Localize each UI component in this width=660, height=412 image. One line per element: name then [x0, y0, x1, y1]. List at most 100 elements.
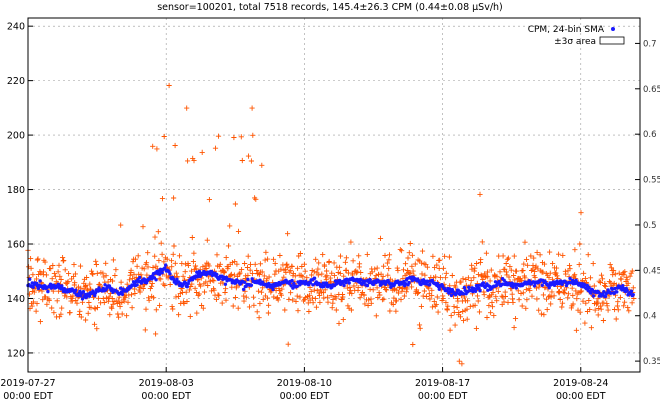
- raw-reading-point: [46, 298, 52, 304]
- raw-reading-point: [403, 289, 409, 295]
- raw-reading-point: [185, 262, 191, 268]
- raw-reading-point: [394, 287, 400, 293]
- raw-reading-point: [494, 273, 500, 279]
- raw-reading-point: [380, 273, 386, 279]
- raw-reading-point: [189, 234, 195, 241]
- raw-reading-point: [162, 282, 168, 289]
- raw-reading-point: [548, 294, 554, 300]
- sma-point: [186, 282, 190, 286]
- sma-point: [424, 282, 428, 286]
- sma-point: [185, 285, 189, 289]
- raw-reading-point: [311, 287, 317, 293]
- sma-point: [135, 283, 139, 287]
- raw-reading-point: [465, 298, 471, 304]
- raw-reading-point: [241, 298, 247, 304]
- raw-reading-point: [414, 290, 421, 296]
- sma-point: [403, 282, 408, 286]
- raw-reading-point: [122, 295, 128, 301]
- y-tick-label: 180: [7, 185, 25, 196]
- raw-reading-point: [384, 260, 390, 266]
- raw-reading-point: [556, 251, 562, 257]
- raw-reading-point: [152, 253, 158, 259]
- raw-reading-point: [306, 292, 312, 298]
- raw-reading-point: [491, 313, 497, 319]
- raw-reading-point: [327, 275, 333, 281]
- raw-reading-point: [225, 243, 232, 249]
- raw-reading-point: [128, 267, 134, 273]
- raw-reading-point: [153, 307, 159, 313]
- raw-reading-point: [523, 286, 529, 292]
- raw-reading-point: [476, 309, 483, 315]
- raw-reading-point: [440, 293, 446, 299]
- raw-reading-point: [192, 285, 198, 291]
- raw-reading-point: [548, 301, 554, 307]
- raw-reading-point: [124, 313, 130, 319]
- raw-reading-point: [94, 305, 101, 311]
- raw-reading-point: [572, 247, 578, 253]
- raw-reading-point: [519, 303, 525, 309]
- raw-reading-point: [407, 271, 413, 277]
- sma-point: [62, 287, 67, 291]
- raw-reading-point: [245, 153, 252, 159]
- raw-reading-point: [245, 272, 251, 278]
- raw-reading-point: [572, 272, 578, 278]
- raw-reading-point: [72, 271, 78, 277]
- raw-reading-point: [49, 305, 55, 311]
- raw-reading-point: [519, 278, 525, 284]
- raw-reading-point: [622, 269, 628, 275]
- y2-tick-label: 0.4: [643, 312, 657, 322]
- x-tick-time-label: 00:00 EDT: [141, 391, 191, 402]
- sma-point: [476, 283, 480, 288]
- raw-reading-point: [71, 262, 77, 268]
- raw-reading-point: [87, 281, 93, 287]
- raw-reading-point: [94, 270, 100, 276]
- raw-reading-point: [540, 292, 546, 298]
- raw-reading-point: [250, 294, 257, 300]
- raw-reading-point: [129, 305, 135, 311]
- raw-reading-point: [401, 293, 407, 299]
- raw-reading-point: [121, 298, 127, 304]
- raw-reading-point: [132, 256, 139, 262]
- raw-reading-point: [301, 261, 307, 267]
- raw-reading-point: [257, 301, 263, 307]
- sma-point: [246, 277, 250, 282]
- raw-reading-point: [382, 252, 388, 259]
- raw-reading-point: [60, 258, 66, 264]
- raw-reading-point: [339, 296, 345, 303]
- raw-reading-point: [625, 305, 631, 311]
- raw-reading-point: [501, 299, 507, 305]
- raw-reading-point: [175, 293, 181, 300]
- raw-reading-point: [356, 253, 362, 259]
- raw-reading-point: [444, 307, 450, 313]
- raw-reading-point: [91, 321, 98, 327]
- raw-reading-point: [445, 303, 451, 309]
- raw-reading-point: [511, 325, 517, 331]
- raw-reading-point: [309, 295, 316, 301]
- raw-reading-point: [437, 275, 443, 281]
- raw-reading-point: [200, 305, 206, 311]
- raw-reading-point: [75, 284, 81, 290]
- raw-reading-point: [530, 262, 536, 268]
- raw-reading-point: [284, 261, 290, 267]
- raw-reading-point: [567, 266, 573, 272]
- raw-reading-point: [410, 268, 416, 274]
- raw-reading-point: [393, 298, 400, 304]
- raw-reading-point: [311, 269, 317, 275]
- raw-reading-point: [135, 253, 141, 259]
- sma-point: [613, 286, 617, 291]
- raw-reading-point: [456, 358, 462, 364]
- raw-reading-point: [535, 266, 541, 272]
- raw-reading-point: [475, 272, 481, 278]
- raw-reading-point: [333, 307, 339, 313]
- raw-reading-point: [307, 284, 313, 290]
- sma-point: [481, 281, 486, 285]
- raw-reading-point: [295, 265, 301, 271]
- raw-reading-point: [232, 259, 238, 265]
- raw-reading-point: [427, 296, 433, 302]
- sma-point: [250, 277, 254, 281]
- raw-reading-point: [200, 264, 206, 270]
- raw-reading-point: [629, 268, 635, 274]
- raw-reading-point: [354, 269, 360, 275]
- y2-tick-label: 0.6: [643, 130, 657, 140]
- raw-reading-point: [130, 259, 136, 265]
